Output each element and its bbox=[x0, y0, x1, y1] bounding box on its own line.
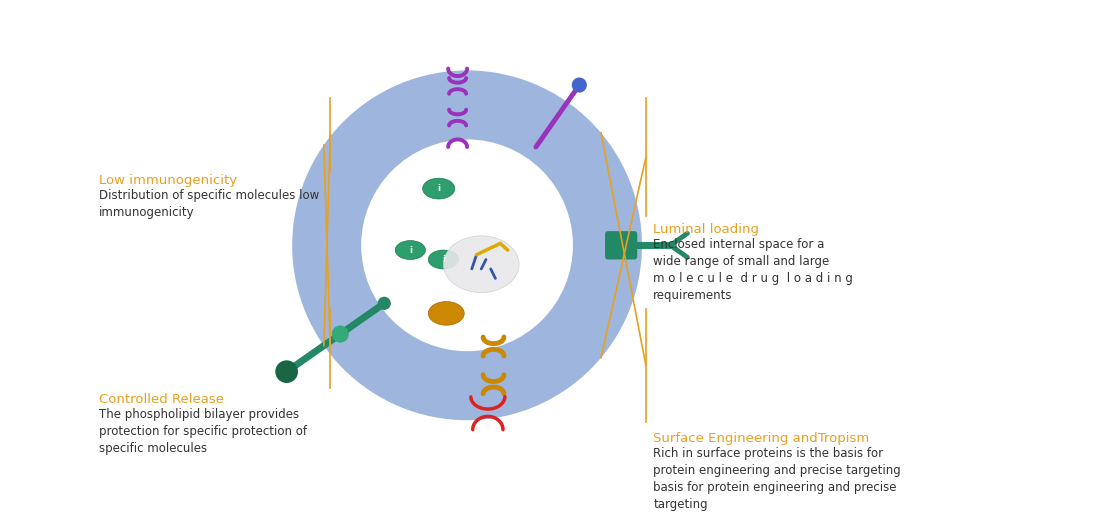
Text: Rich in surface proteins is the basis for
protein engineering and precise target: Rich in surface proteins is the basis fo… bbox=[653, 447, 902, 511]
Circle shape bbox=[362, 140, 573, 351]
Text: i: i bbox=[437, 184, 441, 193]
FancyBboxPatch shape bbox=[605, 231, 638, 260]
Circle shape bbox=[293, 71, 642, 420]
Ellipse shape bbox=[443, 236, 519, 293]
Text: Luminal loading: Luminal loading bbox=[653, 223, 759, 236]
Ellipse shape bbox=[429, 302, 464, 325]
Ellipse shape bbox=[423, 178, 455, 199]
Ellipse shape bbox=[429, 250, 459, 269]
Circle shape bbox=[377, 297, 391, 310]
Circle shape bbox=[275, 360, 298, 383]
Text: Distribution of specific molecules low
immunogenicity: Distribution of specific molecules low i… bbox=[99, 189, 319, 220]
Text: i: i bbox=[408, 245, 412, 254]
Text: Surface Engineering andTropism: Surface Engineering andTropism bbox=[653, 432, 869, 445]
Text: Enclosed internal space for a
wide range of small and large
m o l e c u l e  d r: Enclosed internal space for a wide range… bbox=[653, 238, 854, 303]
Text: The phospholipid bilayer provides
protection for specific protection of
specific: The phospholipid bilayer provides protec… bbox=[99, 407, 307, 455]
Text: Controlled Release: Controlled Release bbox=[99, 392, 224, 405]
Text: i: i bbox=[442, 255, 445, 264]
Circle shape bbox=[332, 325, 348, 343]
Ellipse shape bbox=[395, 241, 425, 260]
Circle shape bbox=[572, 77, 587, 92]
Text: Low immunogenicity: Low immunogenicity bbox=[99, 174, 237, 187]
